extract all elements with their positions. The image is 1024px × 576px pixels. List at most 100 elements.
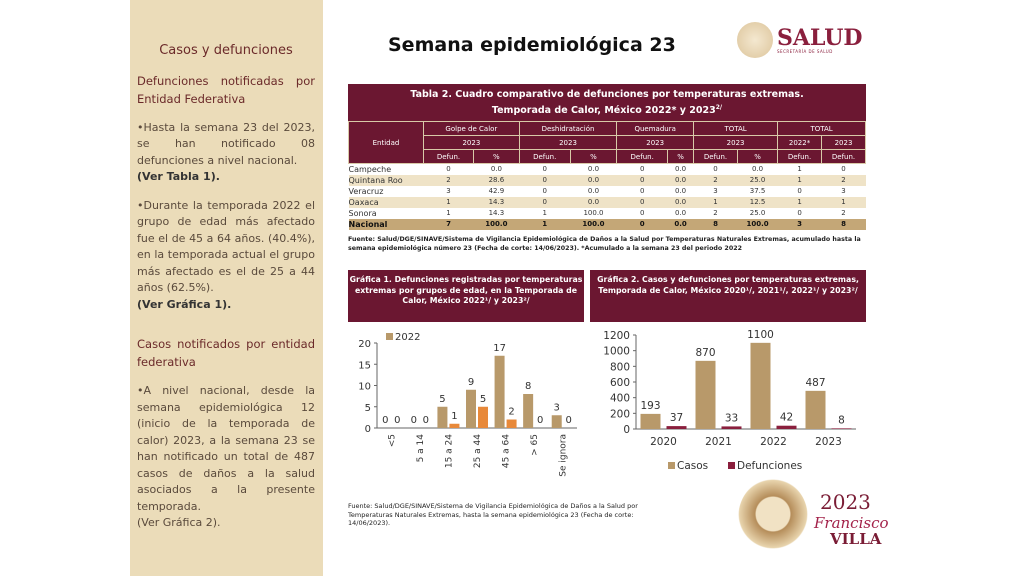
cell-value: 42.9 — [488, 187, 505, 195]
sub-header: Defun. — [616, 149, 669, 164]
table-source: Fuente: Salud/DGE/SINAVE/Sistema de Vigi… — [348, 236, 861, 252]
cell-value: 0.0 — [570, 196, 617, 208]
table-title-sup: 2/ — [715, 104, 723, 111]
cell-value: 25.0 — [737, 174, 778, 186]
cell-value: 0 — [519, 196, 571, 208]
data-label: 33 — [725, 412, 738, 424]
villa-portrait-icon — [738, 478, 808, 558]
table-title-line2: Temporada de Calor, México 2022* y 20232… — [348, 101, 866, 117]
cell-entidad: Veracruz — [348, 186, 384, 196]
data-label: 5 — [439, 394, 445, 405]
sub-header: % — [569, 149, 618, 164]
group-header: Quemadura — [616, 121, 695, 136]
table-title-line1: Tabla 2. Cuadro comparativo de defuncion… — [410, 89, 804, 100]
cell-value: 0 — [639, 187, 645, 195]
data-label: 8 — [838, 414, 845, 426]
cell-value: 14.3 — [473, 196, 520, 208]
section-defunciones: Defunciones notificadas por Entidad Fede… — [137, 73, 315, 106]
cell-value: 1 — [423, 196, 474, 208]
cell-value: 0.0 — [675, 165, 687, 174]
graph1-header: Gráfica 1. Defunciones registradas por t… — [348, 270, 584, 322]
sub-header: Defun. — [422, 149, 475, 164]
data-label: 870 — [695, 347, 715, 359]
logo-text: SALUD — [777, 24, 863, 51]
bullet-2-text: •Durante la temporada 2022 el grupo de e… — [137, 198, 315, 295]
section-casos: Casos notificados por entidad federativa — [137, 337, 315, 369]
bar — [523, 394, 534, 428]
cell-value: 1 — [693, 196, 738, 208]
data-label: 193 — [640, 400, 660, 412]
cell-value: 0.0 — [667, 174, 694, 186]
bar — [721, 426, 742, 429]
cell-value: 37.5 — [749, 187, 766, 195]
col-entidad: Entidad — [348, 121, 424, 164]
x-tick-label: 2022 — [760, 436, 787, 448]
group-header: TOTAL — [777, 121, 866, 136]
page-title: Semana epidemiológica 23 — [388, 34, 676, 56]
x-tick-label: 5 a 14 — [416, 434, 426, 463]
legend-label: 2022 — [395, 332, 420, 343]
cell-value: 0.0 — [667, 218, 694, 230]
sub-header: Defun. — [777, 149, 823, 164]
data-label: 17 — [493, 343, 506, 354]
table-row: Oaxaca 1 14.3 0 0.0 0 0.0 1 12.5 1 1 — [348, 196, 866, 208]
cell-value: 100.0 — [737, 218, 778, 230]
year-header: 2023 — [821, 135, 866, 150]
y-tick-label: 800 — [610, 361, 630, 373]
seal-icon — [737, 22, 773, 58]
cell-value: 1 — [777, 174, 822, 186]
year-header: 2022* — [777, 135, 823, 150]
year-header: 2023 — [423, 135, 520, 150]
cell-value: 0 — [542, 165, 547, 174]
cell-entidad: Nacional — [348, 218, 424, 230]
group-header: Golpe de Calor — [423, 121, 520, 136]
x-tick-label: 25 a 44 — [473, 434, 483, 468]
y-tick-label: 0 — [623, 424, 630, 436]
sidebar: Casos y defunciones Defunciones notifica… — [130, 0, 323, 576]
cell-value: 0.0 — [667, 196, 694, 208]
y-tick-label: 20 — [358, 339, 371, 350]
y-tick-label: 5 — [365, 403, 371, 414]
sub-header: Defun. — [693, 149, 738, 164]
cell-value: 3 — [841, 187, 846, 195]
bullet-2: •Durante la temporada 2022 el grupo de e… — [137, 198, 315, 314]
cell-value: 2 — [713, 209, 718, 217]
bar — [666, 426, 687, 429]
bar — [640, 413, 661, 429]
bar — [449, 423, 460, 428]
y-tick-label: 1200 — [603, 330, 630, 342]
cell-entidad: Oaxaca — [348, 196, 424, 208]
table-row: Sonora 1 14.3 1 100.0 0 0.0 2 25.0 0 2 — [349, 208, 866, 219]
data-label: 487 — [805, 377, 825, 389]
x-tick-label: 2023 — [815, 436, 842, 448]
cell-value: 7 — [423, 218, 474, 230]
x-tick-label: Se ignora — [559, 434, 569, 477]
cell-value: 1 — [797, 165, 802, 174]
cell-value: 12.5 — [737, 196, 778, 208]
y-tick-label: 0 — [365, 424, 371, 435]
cell-value: 28.6 — [473, 174, 520, 186]
cell-entidad: Quintana Roo — [348, 174, 424, 186]
legend-swatch — [386, 333, 393, 340]
x-tick-label: 2021 — [705, 436, 732, 448]
table-grid: Entidad Golpe de Calor Deshidratación Quema… — [348, 121, 866, 230]
graph2-header: Gráfica 2. Casos y defunciones por tempe… — [590, 270, 866, 322]
cell-value: 0.0 — [490, 165, 502, 174]
francisco-villa-logo: 2023 Francisco VILLA — [738, 478, 889, 568]
table-title: Tabla 2. Cuadro comparativo de defuncion… — [348, 84, 866, 121]
cell-value: 1 — [777, 196, 822, 208]
data-label: 0 — [394, 415, 400, 426]
cell-value: 0.0 — [587, 187, 600, 195]
sidebar-heading: Casos y defunciones — [159, 43, 293, 58]
cell-value: 3 — [713, 187, 718, 195]
cell-value: 0 — [519, 174, 571, 186]
cell-value: 3 — [777, 218, 822, 230]
bar — [478, 406, 488, 428]
x-tick-label: 45 a 64 — [502, 434, 512, 468]
data-label: 3 — [554, 402, 560, 413]
cell-value: 0 — [616, 196, 668, 208]
year-header: 2023 — [616, 135, 695, 150]
cell-value: 14.3 — [488, 209, 505, 217]
data-label: 0 — [423, 415, 429, 426]
y-tick-label: 1000 — [603, 346, 630, 358]
